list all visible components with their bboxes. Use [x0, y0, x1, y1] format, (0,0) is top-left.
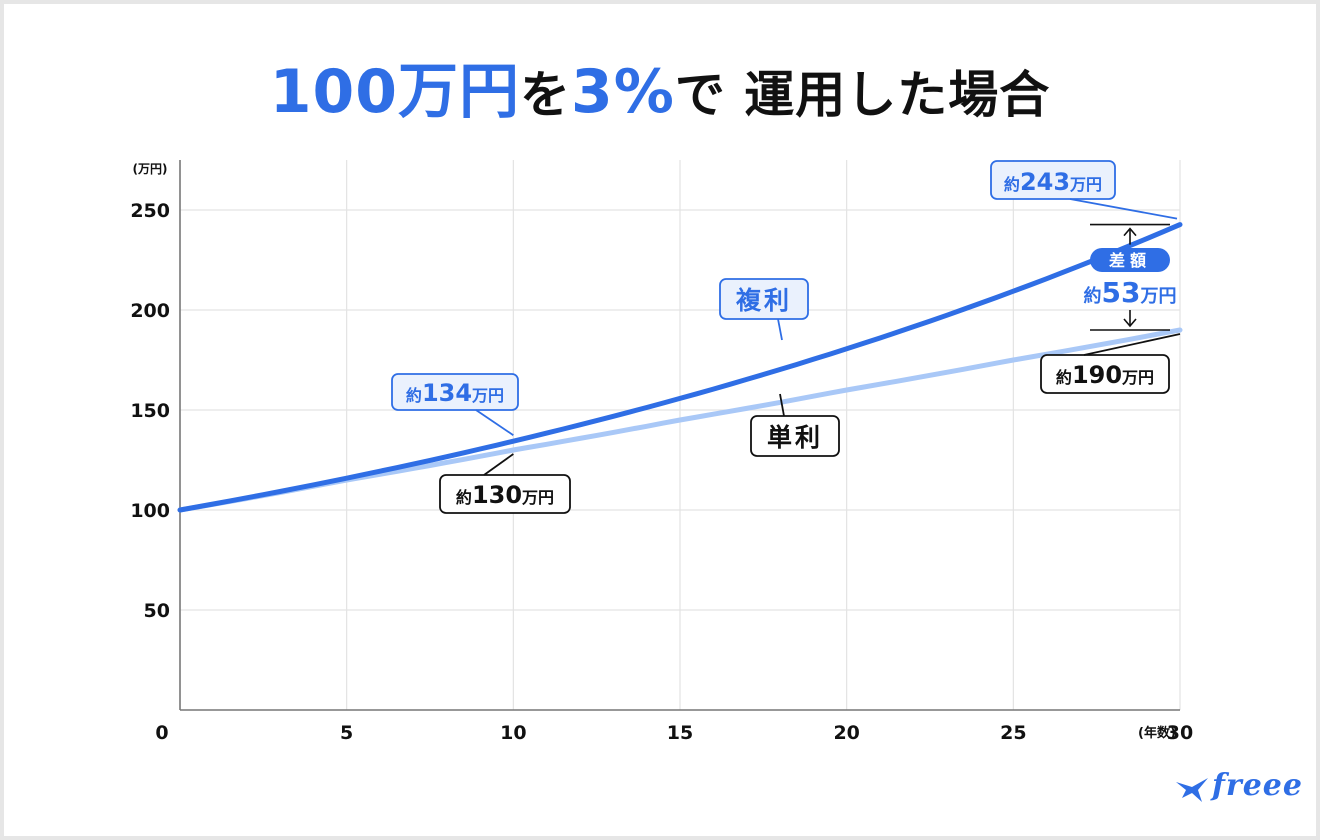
title-amount: 100万円 — [269, 57, 520, 127]
annotation-compound-10-pointer — [475, 409, 514, 436]
annotation-simple-10-box — [439, 474, 571, 514]
annotation-simple-30-pointer — [1083, 333, 1181, 356]
x-tick-label: 0 — [155, 722, 168, 744]
annotation-value-text: 約190万円 — [1056, 361, 1154, 389]
chart-card — [4, 4, 1316, 836]
annotation-simple-10-pointer — [483, 453, 514, 476]
grid-lines — [180, 160, 1181, 710]
annotation-simple-label-box — [750, 415, 840, 457]
y-tick-label: 50 — [144, 600, 170, 622]
x-tick-label: 30 — [1167, 722, 1193, 744]
y-tick-label: 200 — [130, 300, 170, 322]
arrow-down-head — [1123, 318, 1137, 328]
y-axis-unit-label: (万円) — [133, 162, 168, 176]
annotation-compound-10-box — [391, 373, 519, 411]
chart-title: 100万円を3%で 運用した場合 — [0, 52, 1320, 135]
y-tick-label: 250 — [130, 200, 170, 222]
annotation-simple-label: 単利 — [750, 393, 840, 457]
series-line-compound — [177, 222, 1183, 513]
compound-label-text: 複利 — [736, 286, 792, 315]
annotation-simple-10: 約130万円 — [439, 453, 571, 514]
x-tick-label: 15 — [667, 722, 693, 744]
annotation-simple-label-pointer — [779, 393, 785, 417]
x-tick-label: 25 — [1000, 722, 1026, 744]
annotation-simple-30: 約190万円 — [1040, 333, 1181, 394]
y-tick-label: 100 — [130, 500, 170, 522]
x-axis-unit-label: (年数) — [1138, 725, 1176, 741]
axes: 50 100 150 200 250 0 5 10 15 20 25 30 (万円) (年数) — [130, 160, 1193, 744]
freee-logo: freee — [1172, 766, 1302, 810]
title-particle-wo: を — [519, 66, 571, 124]
title-rest: で 運用した場合 — [674, 66, 1051, 124]
bird-icon — [1176, 778, 1208, 802]
simple-label-text: 単利 — [767, 423, 823, 452]
annotation-compound-label-pointer — [777, 318, 783, 341]
x-tick-label: 20 — [833, 722, 859, 744]
annotation-compound-30: 約243万円 — [990, 160, 1178, 220]
annotation-value-text: 約53万円 — [1084, 276, 1177, 309]
annotation-value-text: 約243万円 — [1004, 168, 1102, 196]
arrow-up-head — [1123, 227, 1137, 237]
series-lines — [177, 222, 1183, 513]
difference-badge — [1090, 248, 1170, 272]
annotation-value-text: 約130万円 — [456, 481, 554, 509]
x-tick-label: 10 — [500, 722, 526, 744]
annotation-value-text: 約134万円 — [406, 379, 504, 407]
logo-text: freee — [1212, 768, 1303, 803]
annotation-compound-30-pointer — [1069, 198, 1178, 220]
difference-badge-text: 差額 — [1109, 251, 1151, 270]
annotation-simple-30-box — [1040, 354, 1170, 394]
y-tick-label: 150 — [130, 400, 170, 422]
title-rate: 3% — [570, 57, 675, 127]
annotation-compound-30-box — [990, 160, 1116, 200]
annotation-compound-label-box — [719, 278, 809, 320]
annotation-compound-10: 約134万円 — [391, 373, 519, 436]
x-tick-label: 5 — [340, 722, 353, 744]
annotation-compound-label: 複利 — [719, 278, 809, 341]
